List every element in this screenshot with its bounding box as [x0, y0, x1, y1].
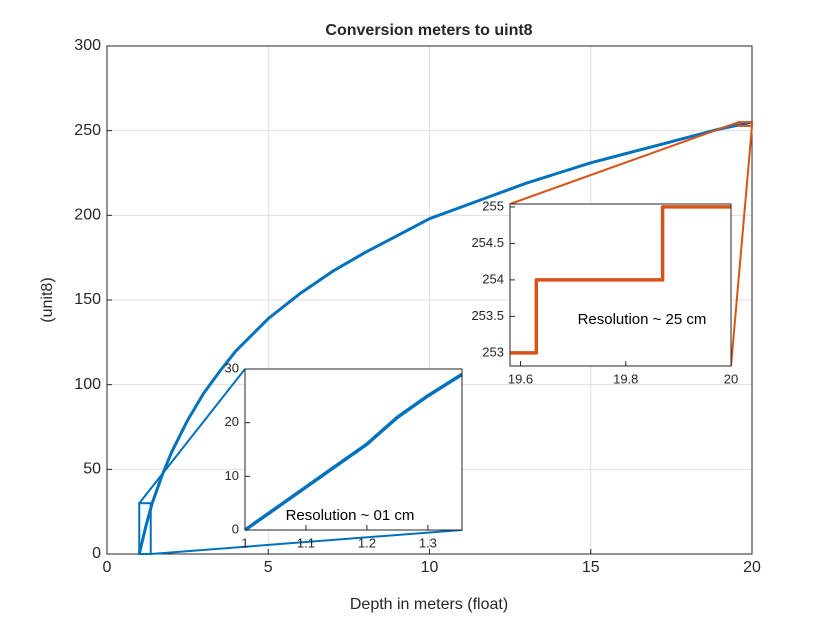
annotation: Resolution ~ 25 cm: [578, 311, 707, 328]
axes-box: [509, 203, 732, 367]
x-tick-label: 15: [582, 559, 600, 576]
y-tick-label: 255: [482, 198, 504, 213]
zoom-connector: [509, 121, 739, 205]
plot-area: [510, 204, 731, 366]
y-tick-label: 10: [225, 468, 239, 483]
x-tick-label: 20: [724, 371, 738, 386]
zoom-box: [737, 121, 754, 127]
y-tick-label: 50: [83, 461, 101, 478]
zoom-connector: [730, 125, 753, 367]
axes-box: [106, 45, 753, 555]
zoom-connector: [138, 368, 246, 504]
y-tick-label: 253: [482, 344, 504, 359]
y-tick-label: 0: [92, 545, 101, 562]
zoom-connector: [150, 529, 463, 555]
annotation: Resolution ~ 01 cm: [286, 507, 415, 524]
y-tick-label: 254: [482, 271, 504, 286]
x-tick-label: 0: [103, 559, 112, 576]
y-tick-label: 200: [74, 207, 101, 224]
y-tick-label: 253.5: [471, 308, 504, 323]
y-tick-label: 254.5: [471, 235, 504, 250]
x-axis-label: Depth in meters (float): [350, 596, 508, 613]
zoom-box: [138, 502, 152, 556]
y-tick-label: 20: [225, 414, 239, 429]
y-tick-label: 0: [232, 521, 239, 536]
x-tick-label: 10: [421, 559, 439, 576]
x-tick-label: 19.6: [508, 371, 533, 386]
chart-title: Conversion meters to uint8: [325, 22, 532, 39]
data-line: [137, 120, 753, 555]
y-tick-label: 100: [74, 376, 101, 393]
data-line: [510, 205, 731, 355]
x-tick-label: 1: [241, 535, 248, 550]
x-tick-label: 1.1: [297, 535, 315, 550]
y-tick-label: 250: [74, 122, 101, 139]
y-tick-label: 30: [225, 360, 239, 375]
y-axis-label: (unit8): [39, 277, 56, 322]
data-line: [243, 372, 463, 532]
x-tick-label: 19.8: [613, 371, 638, 386]
y-tick-label: 300: [74, 37, 101, 54]
axes-box: [244, 368, 463, 531]
x-tick-label: 1.3: [419, 535, 437, 550]
x-tick-label: 5: [264, 559, 273, 576]
x-tick-label: 1.2: [358, 535, 376, 550]
y-tick-label: 150: [74, 291, 101, 308]
x-tick-label: 20: [743, 559, 761, 576]
